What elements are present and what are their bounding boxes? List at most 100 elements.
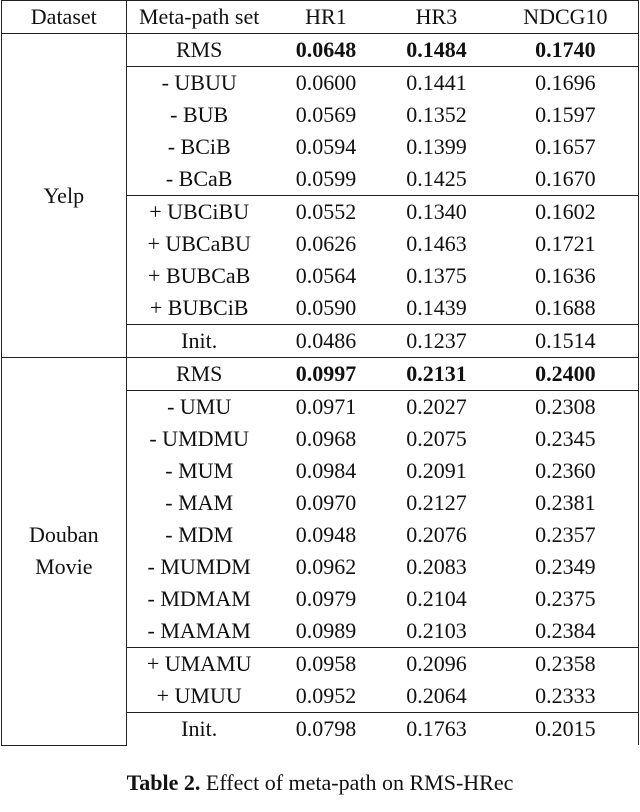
hr1-cell-value: 0.0626 (295, 231, 357, 256)
table-row: + UBCiBU 0.0552 0.1340 0.1602 (2, 195, 639, 228)
meta-path-set-cell: - BCaB (126, 163, 272, 196)
hr3-cell-value: 0.2103 (406, 618, 467, 643)
hr1-cell: 0.0968 (272, 423, 380, 455)
meta-path-set-cell-value: - MUMDM (147, 554, 251, 579)
meta-path-set-cell: RMS (126, 33, 272, 67)
hr3-cell: 0.2131 (380, 357, 493, 391)
hr1-cell: 0.0984 (272, 455, 380, 487)
meta-path-set-cell-value: Init. (181, 328, 218, 353)
hr3-cell-value: 0.2076 (406, 522, 467, 547)
table-row: - MUM 0.0984 0.2091 0.2360 (2, 455, 639, 487)
meta-path-set-cell-value: + UBCaBU (147, 231, 251, 256)
hr1-cell: 0.0564 (272, 260, 380, 292)
meta-path-set-cell-value: Init. (181, 716, 218, 741)
hr1-cell: 0.0552 (271, 195, 381, 228)
hr1-cell-value: 0.0971 (295, 394, 357, 419)
meta-path-set-cell: + UBCiBU (126, 195, 272, 228)
table-row: + BUBCiB 0.0590 0.1439 0.1688 (2, 292, 639, 325)
ndcg10-cell: 0.1636 (492, 260, 639, 292)
meta-path-set-cell: + UMAMU (126, 647, 272, 680)
hr3-cell: 0.1425 (380, 163, 493, 196)
table-row: - UMU 0.0971 0.2027 0.2308 (2, 390, 639, 423)
meta-path-set-cell: - MDMAM (126, 583, 272, 615)
table-row: + UBCaBU 0.0626 0.1463 0.1721 (2, 228, 639, 260)
hr1-cell-value: 0.0997 (295, 361, 357, 386)
caption-label: Table 2. (126, 770, 201, 795)
table-row: - UBUU 0.0600 0.1441 0.1696 (2, 66, 639, 99)
meta-path-set-cell-value: + UMAMU (146, 651, 252, 676)
hr1-cell: 0.0486 (271, 324, 381, 358)
hr1-cell: 0.0594 (272, 131, 380, 163)
hr3-cell: 0.2075 (380, 423, 493, 455)
hr3-cell: 0.2103 (380, 615, 493, 648)
ndcg10-cell: 0.1597 (492, 99, 639, 131)
hr3-cell: 0.1441 (380, 66, 493, 99)
hr3-cell: 0.1237 (380, 324, 493, 358)
hr1-cell: 0.0970 (272, 487, 380, 519)
meta-path-set-cell-value: - UMDMU (149, 426, 249, 451)
hr1-cell-value: 0.0989 (295, 618, 357, 643)
table-row: - MDM 0.0948 0.2076 0.2357 (2, 519, 639, 551)
hr1-cell: 0.0590 (272, 292, 380, 325)
hr3-cell-value: 0.2075 (406, 426, 467, 451)
meta-path-set-cell-value: - UBUU (161, 70, 237, 95)
table-row: + BUBCaB 0.0564 0.1375 0.1636 (2, 260, 639, 292)
ndcg10-cell-value: 0.2358 (535, 651, 596, 676)
meta-path-set-cell: + BUBCiB (126, 292, 272, 325)
hr3-cell-value: 0.1340 (406, 199, 467, 224)
ndcg10-cell: 0.2015 (492, 712, 639, 745)
hr1-cell-value: 0.0962 (295, 554, 357, 579)
ndcg10-cell-value: 0.1602 (535, 199, 596, 224)
hr3-cell: 0.2027 (380, 390, 493, 423)
ndcg10-cell: 0.2357 (492, 519, 639, 551)
meta-path-set-cell: + UBCaBU (126, 228, 272, 260)
ndcg10-cell-value: 0.1670 (535, 166, 596, 191)
hr1-cell: 0.0569 (272, 99, 380, 131)
hr1-cell: 0.0989 (272, 615, 380, 648)
header-hr3: HR3 (380, 0, 493, 34)
table-row: - UMDMU 0.0968 0.2075 0.2345 (2, 423, 639, 455)
table-row: + UMAMU 0.0958 0.2096 0.2358 (2, 647, 639, 680)
ndcg10-cell: 0.1602 (492, 195, 639, 228)
hr1-cell-value: 0.0486 (295, 328, 357, 353)
meta-path-set-cell-value: + BUBCaB (148, 263, 251, 288)
meta-path-set-cell: RMS (126, 357, 272, 391)
meta-path-set-cell-value: - BCaB (165, 166, 233, 191)
hr1-cell: 0.0971 (271, 390, 381, 423)
hr3-cell: 0.1340 (380, 195, 493, 228)
ndcg10-cell: 0.1688 (492, 292, 639, 325)
hr1-cell-value: 0.0594 (295, 134, 357, 159)
hr1-cell: 0.0648 (271, 33, 381, 67)
hr3-cell: 0.2064 (380, 680, 493, 713)
hr1-cell-value: 0.0600 (295, 70, 357, 95)
dataset-cell: Yelp (1, 33, 127, 358)
meta-path-set-cell: - BCiB (126, 131, 272, 163)
meta-path-set-cell: - UMDMU (126, 423, 272, 455)
hr1-cell: 0.0948 (272, 519, 380, 551)
header-meta-path-set: Meta-path set (126, 0, 272, 34)
hr3-cell-value: 0.1399 (406, 134, 467, 159)
hr3-cell-value: 0.2091 (406, 458, 467, 483)
hr1-cell: 0.0952 (272, 680, 380, 713)
table-row: - MUMDM 0.0962 0.2083 0.2349 (2, 551, 639, 583)
hr3-cell: 0.1375 (380, 260, 493, 292)
hr1-cell-value: 0.0552 (295, 199, 357, 224)
ndcg10-cell: 0.2360 (492, 455, 639, 487)
hr1-cell-value: 0.0984 (295, 458, 357, 483)
hr3-cell: 0.1399 (380, 131, 493, 163)
ndcg10-cell: 0.1670 (492, 163, 639, 196)
table-row: Yelp RMS 0.0648 0.1484 0.1740 (1, 33, 639, 358)
meta-path-set-cell: + BUBCaB (126, 260, 272, 292)
meta-path-set-cell: - MAM (126, 487, 272, 519)
hr3-cell-value: 0.1237 (406, 328, 467, 353)
ndcg10-cell: 0.2308 (492, 390, 639, 423)
hr1-cell: 0.0997 (271, 357, 381, 391)
hr1-cell: 0.0599 (272, 163, 380, 196)
meta-path-set-cell: Init. (126, 712, 272, 745)
table-row: Douban Movie RMS 0.0997 0.2131 0.2400 (1, 357, 639, 746)
hr1-cell-value: 0.0569 (295, 102, 357, 127)
meta-path-set-cell-value: - MUM (165, 458, 234, 483)
meta-path-set-cell-value: - BUB (170, 102, 229, 127)
meta-path-set-cell: - MAMAM (126, 615, 272, 648)
ndcg10-cell-value: 0.1657 (535, 134, 596, 159)
